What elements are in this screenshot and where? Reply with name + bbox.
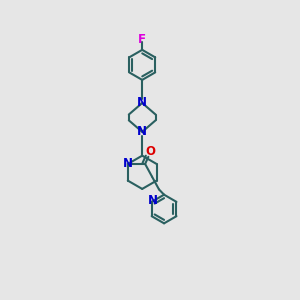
Text: F: F <box>138 32 146 46</box>
Text: N: N <box>137 97 147 110</box>
Text: O: O <box>145 145 155 158</box>
Text: N: N <box>123 158 133 170</box>
Text: N: N <box>137 125 147 138</box>
Text: N: N <box>148 194 158 207</box>
